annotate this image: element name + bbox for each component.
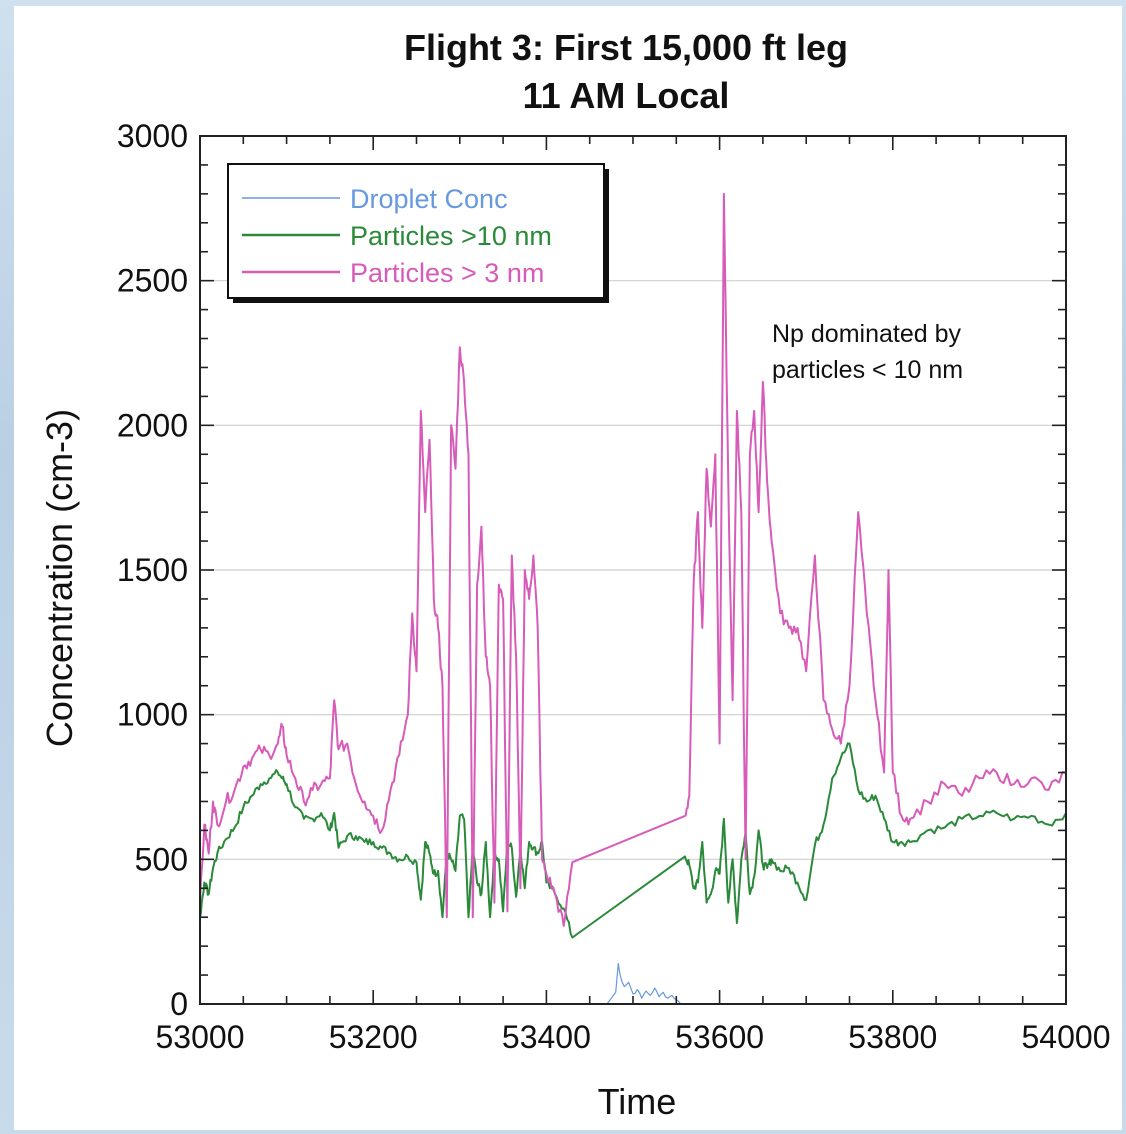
axis-ticks <box>199 135 1067 1005</box>
x-tick-labels: 53000 53200 53400 53600 53800 54000 <box>156 1019 1111 1055</box>
y-tick-label: 1500 <box>117 552 188 588</box>
y-tick-label: 2000 <box>117 407 188 443</box>
series-lines <box>199 192 1067 1005</box>
x-tick-label: 54000 <box>1022 1019 1111 1055</box>
series-line <box>199 192 1067 927</box>
chart-subtitle: 11 AM Local <box>523 75 730 116</box>
series-line <box>199 742 1067 939</box>
y-tick-label: 2500 <box>117 263 188 299</box>
chart-title: Flight 3: First 15,000 ft leg <box>404 27 848 68</box>
y-tick-label: 500 <box>135 841 188 877</box>
x-tick-label: 53800 <box>848 1019 937 1055</box>
y-tick-label: 0 <box>170 986 188 1022</box>
legend: Droplet Conc Particles >10 nm Particles > … <box>227 163 609 303</box>
annotation-line-2: particles < 10 nm <box>772 356 963 384</box>
legend-box <box>227 163 605 299</box>
y-axis-label: Concentration (cm-3) <box>39 409 80 747</box>
chart-card: Flight 3: First 15,000 ft leg 11 AM Loca… <box>14 6 1122 1130</box>
series-line <box>606 962 682 1005</box>
x-tick-label: 53400 <box>502 1019 591 1055</box>
legend-label: Particles > 3 nm <box>350 258 544 288</box>
y-tick-label: 1000 <box>117 697 188 733</box>
x-tick-label: 53000 <box>156 1019 245 1055</box>
legend-label: Droplet Conc <box>350 184 508 214</box>
y-tick-label: 3000 <box>117 118 188 154</box>
y-tick-labels: 0 500 1000 1500 2000 2500 3000 <box>117 118 188 1022</box>
x-tick-label: 53600 <box>675 1019 764 1055</box>
legend-label: Particles >10 nm <box>350 221 552 251</box>
x-tick-label: 53200 <box>329 1019 418 1055</box>
annotation-line-1: Np dominated by <box>772 320 962 348</box>
chart: Flight 3: First 15,000 ft leg 11 AM Loca… <box>39 27 1111 1122</box>
x-axis-label: Time <box>598 1081 677 1122</box>
